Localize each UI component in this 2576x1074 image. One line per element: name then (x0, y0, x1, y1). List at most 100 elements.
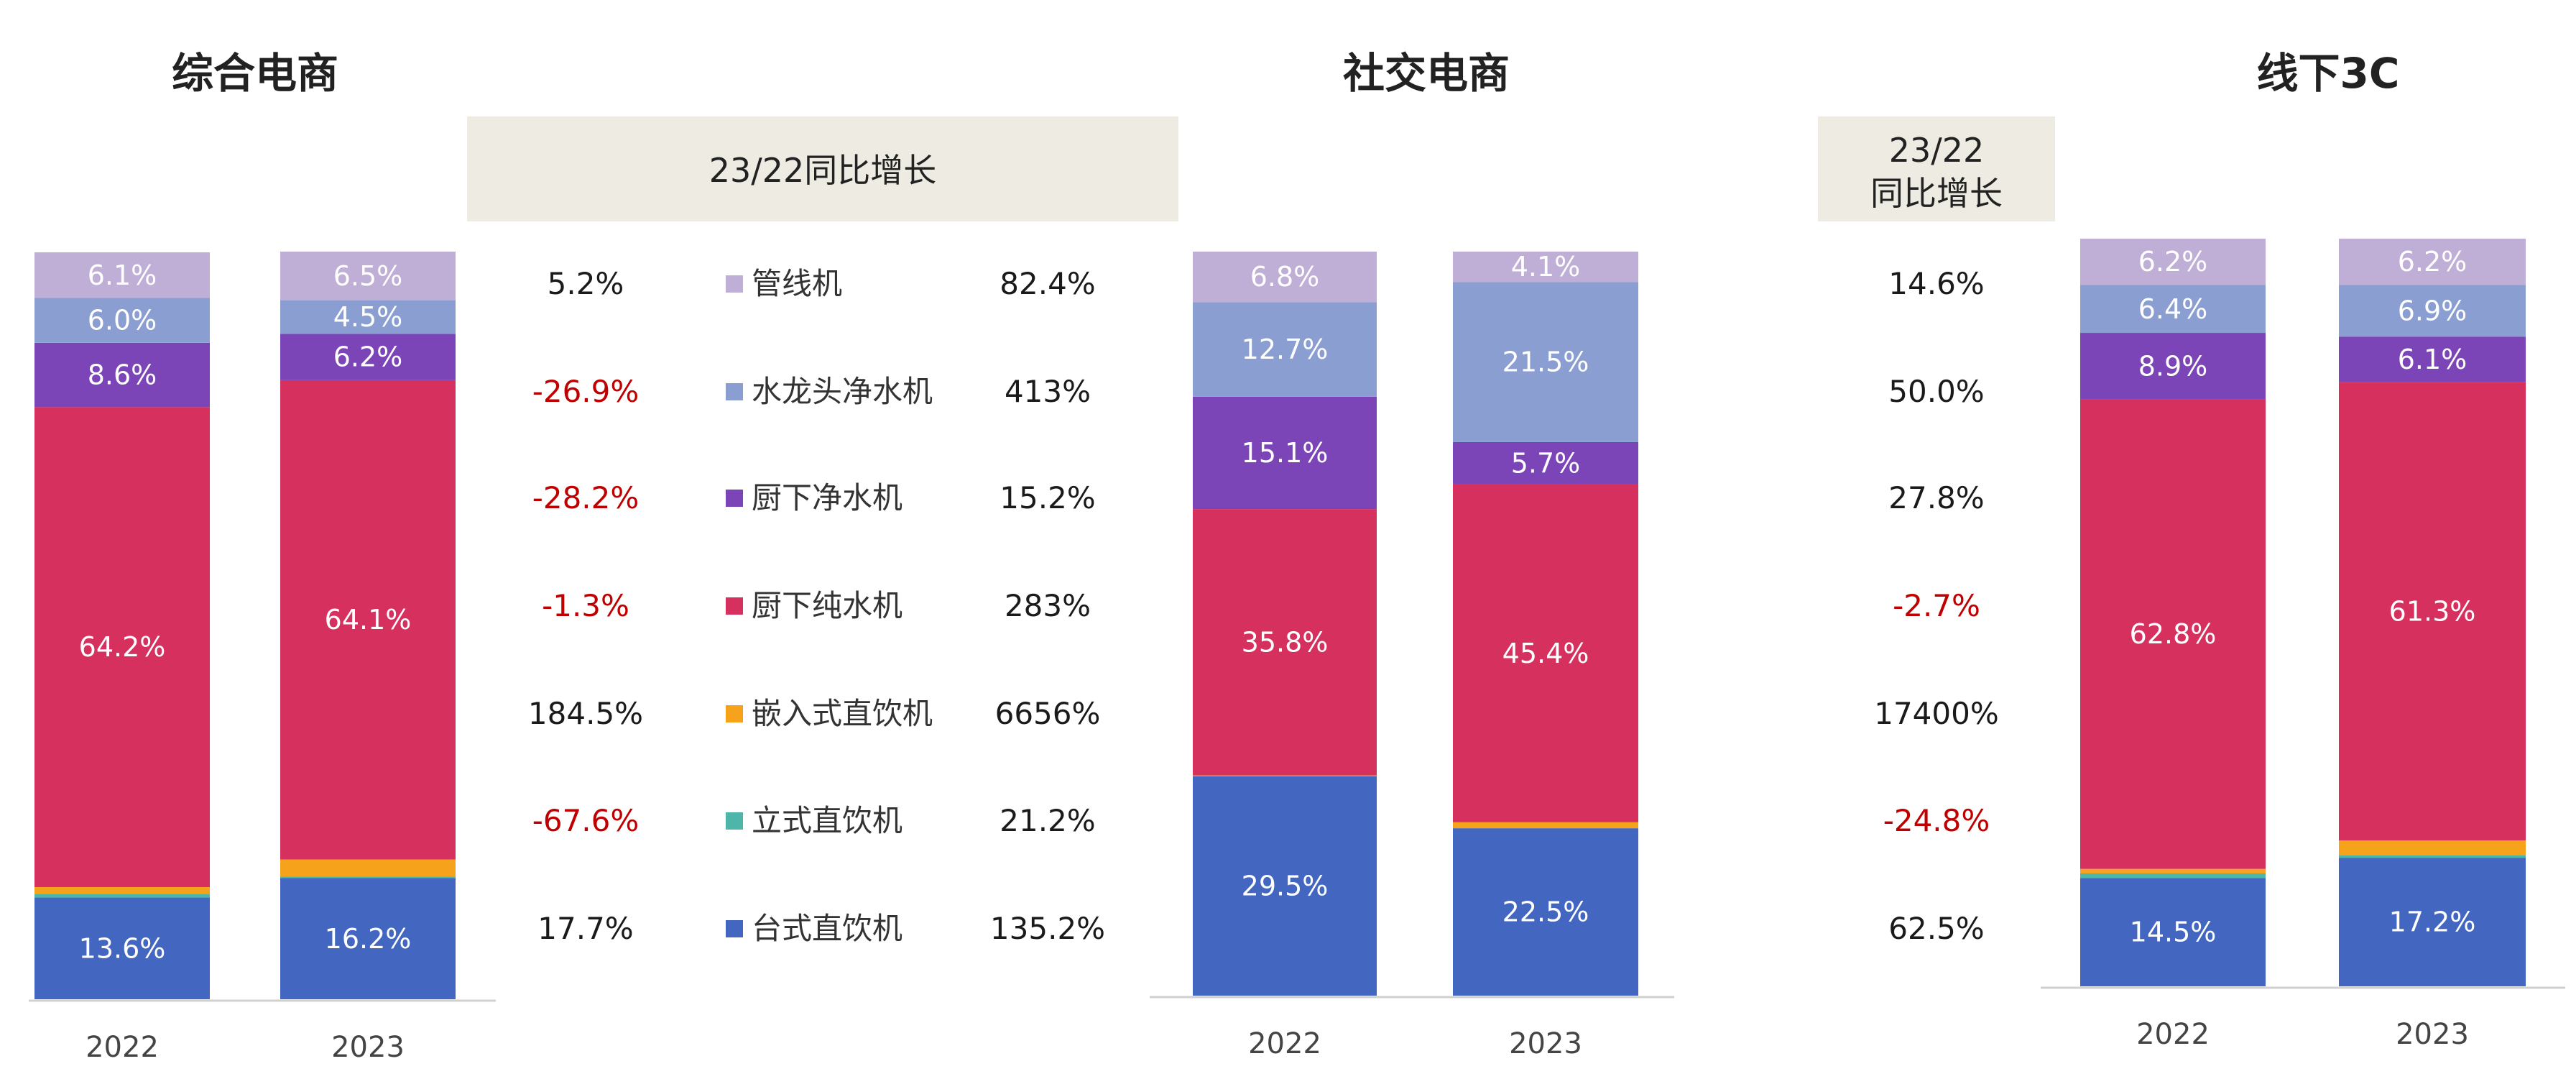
growth-value: 135.2% (990, 911, 1105, 946)
data-label: 6.0% (88, 305, 157, 336)
bar-segment (34, 342, 210, 408)
bar-segment (280, 876, 456, 878)
bar-segment (2339, 382, 2526, 841)
growth-value: 50.0% (1888, 374, 1984, 409)
growth-value: 27.8% (1888, 480, 1984, 515)
bar-segment (34, 897, 210, 999)
growth-value: -28.2% (532, 480, 640, 515)
data-label: 15.1% (1242, 437, 1329, 469)
data-label: 4.5% (333, 301, 403, 333)
data-label: 14.5% (2130, 917, 2217, 948)
bar-segment (1453, 484, 1638, 822)
panel-title-offline: 线下3C (2257, 49, 2400, 98)
growth-value: -67.6% (532, 803, 640, 838)
data-label: 64.1% (325, 604, 412, 635)
bar-segment (2339, 285, 2526, 337)
legend-label: 台式直饮机 (752, 911, 902, 946)
bar-segment (34, 894, 210, 898)
growth-value: 14.6% (1888, 266, 1984, 301)
bar-segment (2339, 840, 2526, 855)
data-label: 29.5% (1242, 870, 1329, 901)
growth-value: -2.7% (1893, 588, 1980, 623)
data-label: 6.5% (333, 260, 403, 292)
bar-segment (1453, 441, 1638, 485)
panel-title-social: 社交电商 (1343, 49, 1510, 98)
bar-segment (280, 252, 456, 300)
legend-label: 厨下净水机 (752, 480, 902, 515)
x-tick-label: 2023 (1509, 1027, 1582, 1060)
growth-value: 5.2% (548, 266, 624, 301)
growth-value: -26.9% (532, 374, 640, 409)
bar-segment (280, 334, 456, 380)
bar-segment (280, 859, 456, 877)
growth-header-box-narrow (1818, 116, 2055, 221)
growth-value: 21.2% (1000, 803, 1095, 838)
bar-segment (2339, 239, 2526, 285)
data-label: 16.2% (325, 923, 412, 955)
bar-segment (1193, 252, 1377, 303)
growth-header-box-wide (467, 116, 1178, 221)
bar-segment (34, 252, 210, 298)
data-label: 35.8% (1242, 626, 1329, 658)
data-label: 5.7% (1511, 447, 1581, 479)
x-tick-label: 2023 (2396, 1018, 2469, 1051)
x-tick-label: 2022 (86, 1031, 159, 1064)
bar-segment (1453, 282, 1638, 442)
bar-segment (280, 878, 456, 999)
legend-square-icon (726, 705, 743, 722)
bar-segment (1193, 302, 1377, 397)
bar-segment (1193, 396, 1377, 510)
data-label: 61.3% (2389, 595, 2476, 627)
legend-square-icon (726, 812, 743, 830)
data-label: 6.2% (2398, 246, 2467, 277)
growth-value: 82.4% (1000, 266, 1095, 301)
bars-layer: 13.6% 64.2% 8.6% 6.0% 6.1% 2022 16.2% 64.1% 6.2%… (29, 239, 2565, 1064)
bar-segment (2339, 855, 2526, 858)
bar-segment (2339, 336, 2526, 382)
data-label: 4.1% (1511, 251, 1581, 283)
data-label: 45.4% (1502, 638, 1589, 669)
bar-segment (34, 298, 210, 343)
growth-layer: 5.2% -26.9% -28.2% -1.3% 184.5% -67.6% 17.7% 82… (528, 266, 1999, 946)
growth-value: 184.5% (528, 696, 643, 731)
bar-segment (280, 380, 456, 860)
growth-value: 17400% (1874, 696, 1999, 731)
growth-value: 62.5% (1888, 911, 1984, 946)
bar-segment (1453, 822, 1638, 829)
data-label: 13.6% (79, 932, 166, 964)
legend-label: 管线机 (752, 266, 842, 301)
bar-segment (1193, 776, 1377, 996)
bar-segment (2080, 878, 2266, 986)
growth-value: 6656% (995, 696, 1101, 731)
bar-segment (2339, 858, 2526, 986)
bar-segment (2080, 873, 2266, 878)
data-label: 6.8% (1250, 261, 1320, 293)
legend-square-icon (726, 275, 743, 293)
legend-label: 厨下纯水机 (752, 588, 902, 623)
bar-segment (2080, 239, 2266, 285)
data-label: 6.1% (2398, 344, 2467, 375)
data-label: 6.4% (2138, 293, 2208, 325)
growth-value: 413% (1005, 374, 1091, 409)
bar-segment (2080, 285, 2266, 334)
data-label: 62.8% (2130, 618, 2217, 650)
legend-square-icon (726, 597, 743, 615)
growth-value: 15.2% (1000, 480, 1095, 515)
data-label: 6.1% (88, 260, 157, 291)
growth-value: -24.8% (1883, 803, 1990, 838)
legend-label: 水龙头净水机 (752, 374, 933, 409)
data-label: 12.7% (1242, 334, 1329, 365)
data-label: 64.2% (79, 631, 166, 663)
growth-value: -1.3% (542, 588, 629, 623)
data-label: 6.2% (333, 341, 403, 373)
x-tick-label: 2022 (1248, 1027, 1321, 1060)
panel-title-ecommerce: 综合电商 (172, 49, 338, 98)
growth-value: 17.7% (537, 911, 633, 946)
x-tick-label: 2022 (2136, 1018, 2210, 1051)
bar-segment (34, 407, 210, 887)
data-label: 8.6% (88, 359, 157, 391)
growth-value: 283% (1005, 588, 1091, 623)
data-label: 21.5% (1502, 346, 1589, 378)
growth-header-label-wide: 23/22同比增长 (709, 151, 937, 190)
